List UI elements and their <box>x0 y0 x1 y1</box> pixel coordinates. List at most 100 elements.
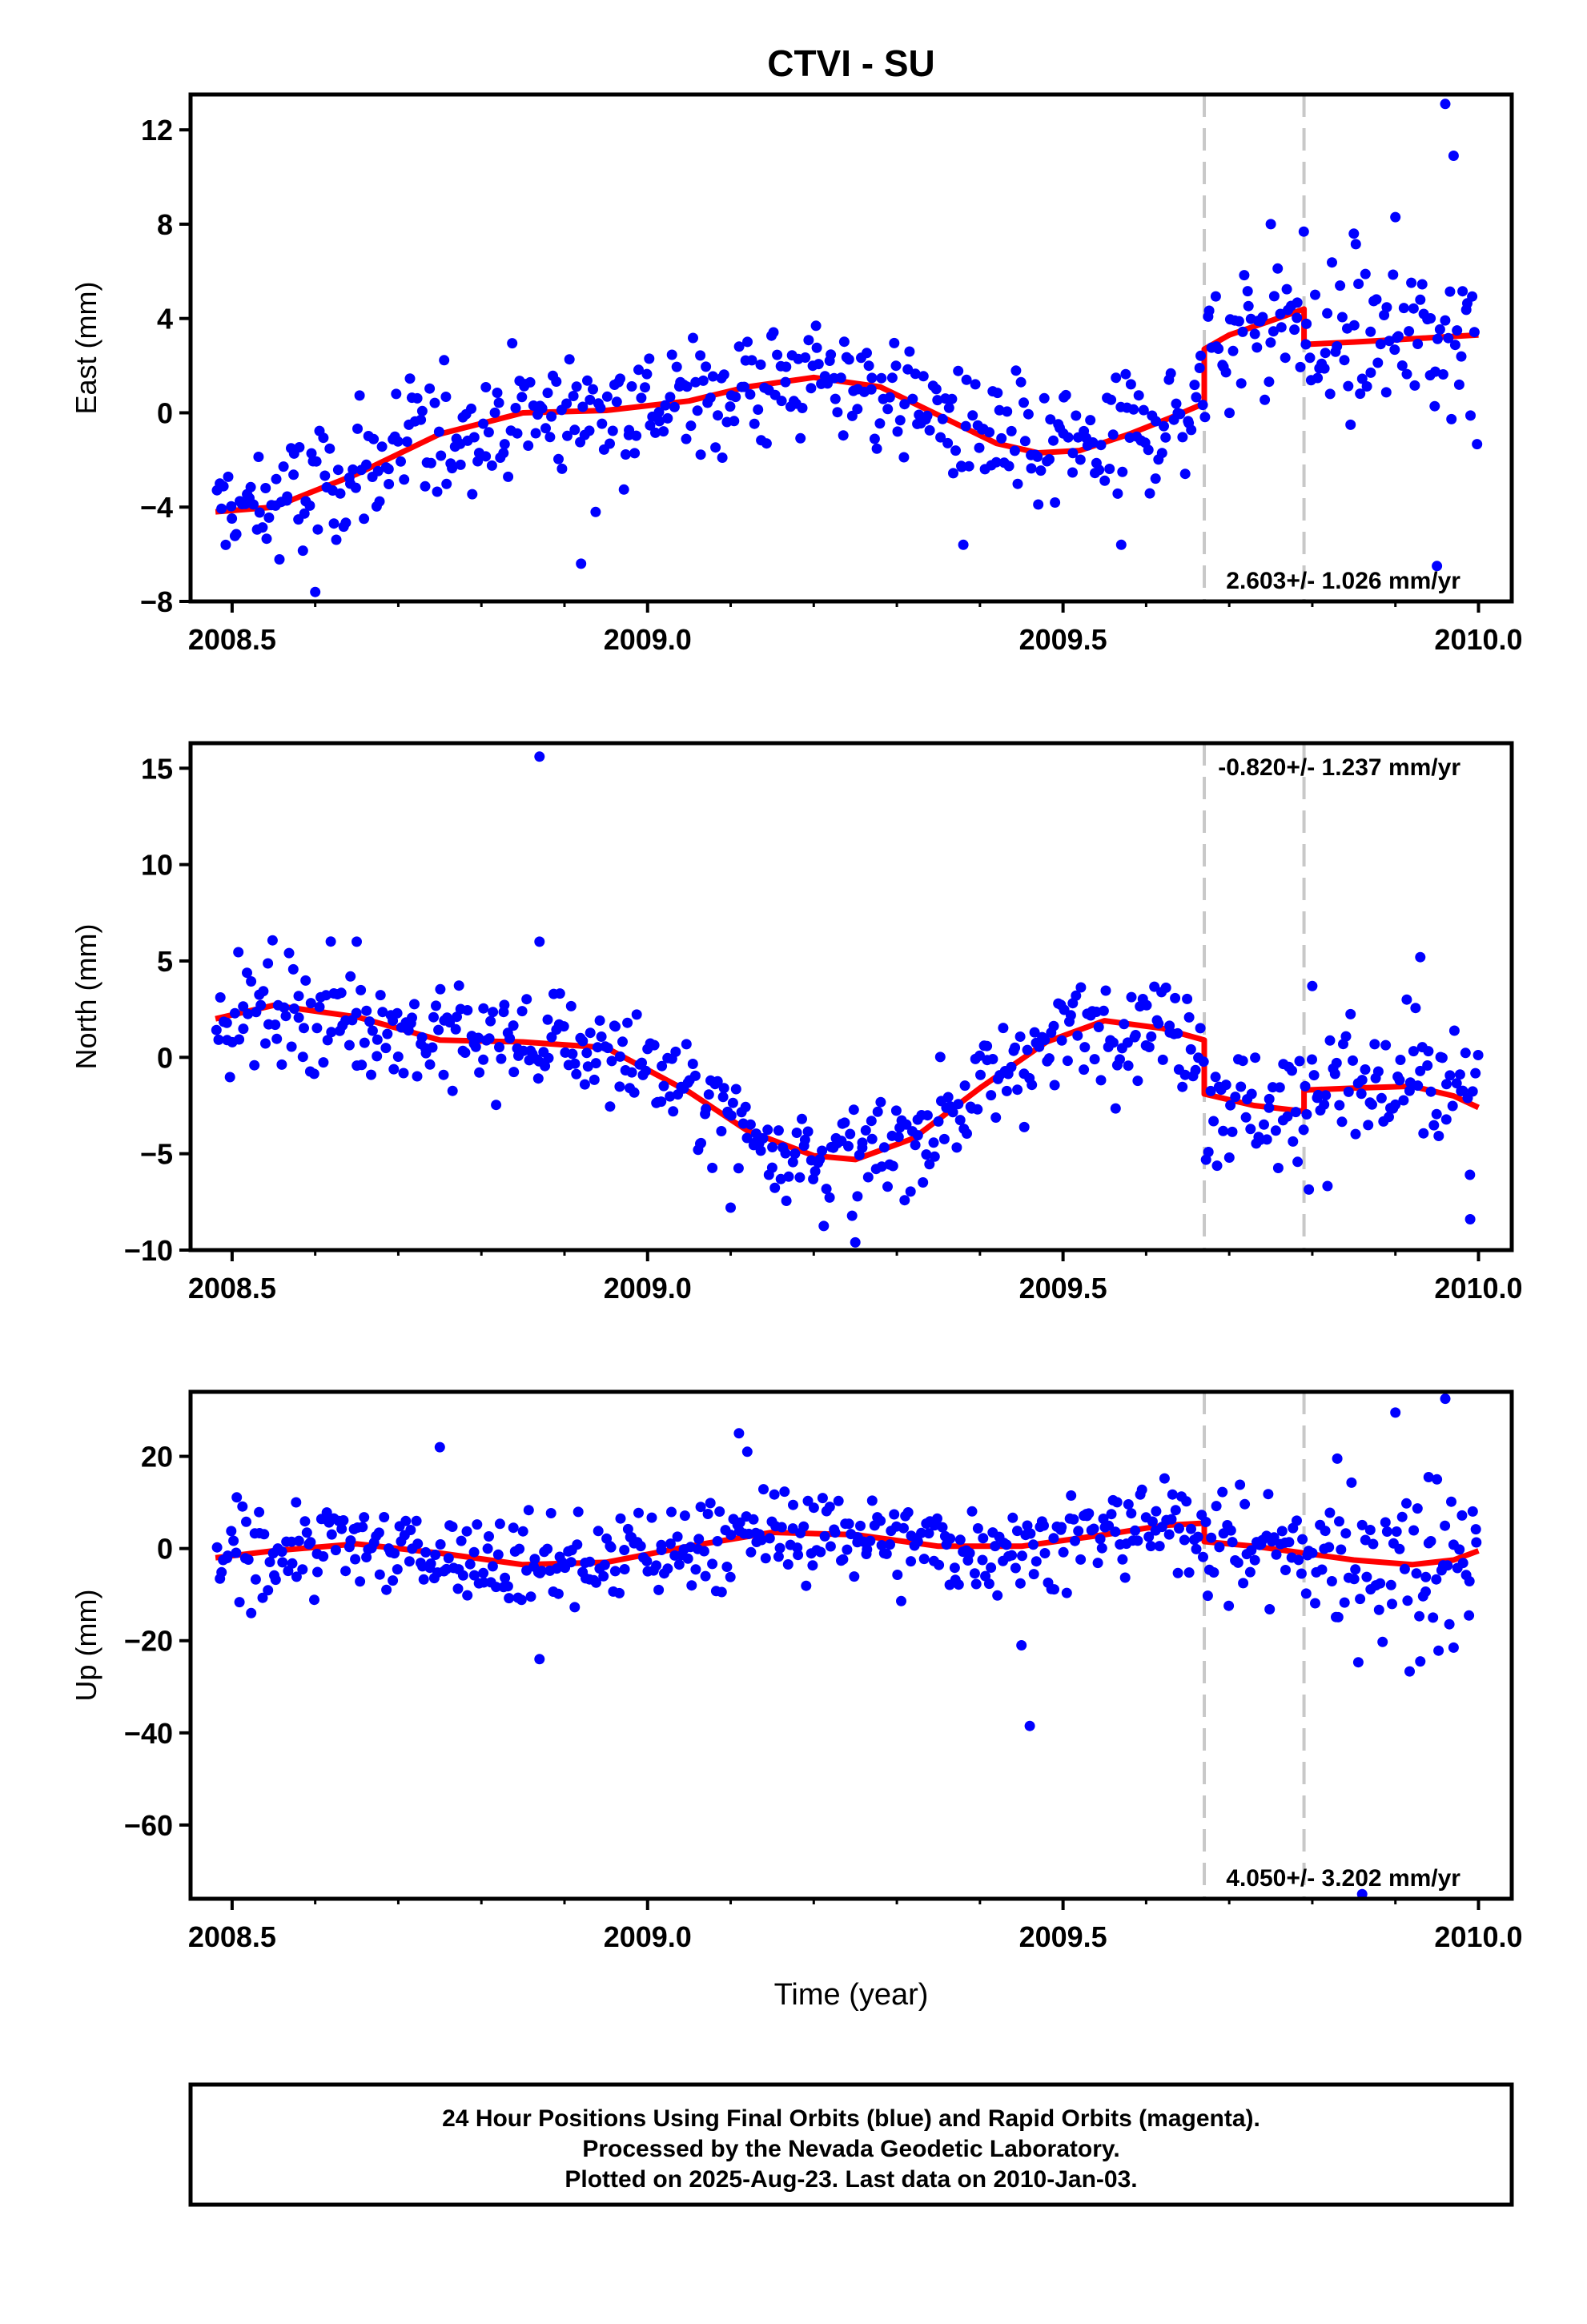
up-data-point-7 <box>228 1535 239 1546</box>
north-data-point-29 <box>279 1002 290 1013</box>
north-data-point-46 <box>318 1057 329 1068</box>
up-data-point-313 <box>934 1559 945 1570</box>
east-data-point-392 <box>1117 466 1128 477</box>
north-data-point-159 <box>579 1079 590 1090</box>
east-panel: −8 −4 0 4 8 12 2008.5 2009.0 2009.5 2010.0 East (… <box>70 92 1523 656</box>
north-data-point-132 <box>516 1006 528 1017</box>
up-data-point-52 <box>330 1545 341 1556</box>
north-data-point-534 <box>1444 1070 1456 1081</box>
east-data-point-287 <box>874 418 886 429</box>
up-data-point-556 <box>1332 1453 1343 1464</box>
up-data-point-148 <box>552 1588 564 1599</box>
east-data-point-505 <box>1379 310 1390 320</box>
north-data-point-295 <box>893 1132 904 1143</box>
up-data-point-327 <box>966 1506 978 1517</box>
up-data-point-485 <box>1332 1611 1344 1622</box>
east-axes: −8 −4 0 4 8 12 2008.5 2009.0 2009.5 2010.0 <box>140 114 1523 656</box>
north-data-point-374 <box>1075 982 1087 993</box>
north-data-point-102 <box>447 1085 458 1096</box>
up-data-point-497 <box>1360 1534 1371 1546</box>
east-data-point-3 <box>218 480 229 492</box>
east-data-point-379 <box>1087 437 1099 448</box>
east-data-point-415 <box>1171 398 1182 409</box>
north-data-point-176 <box>617 1036 628 1047</box>
east-data-point-52 <box>331 534 342 545</box>
north-data-point-36 <box>293 1012 304 1023</box>
east-data-point-171 <box>607 425 618 436</box>
east-data-point-466 <box>1289 324 1300 336</box>
east-data-point-461 <box>1276 322 1287 333</box>
north-data-point-325 <box>962 1128 972 1139</box>
up-data-point-440 <box>1227 1537 1238 1548</box>
up-data-point-550 <box>733 1428 745 1439</box>
east-data-point-151 <box>561 398 573 409</box>
east-data-point-187 <box>644 353 655 364</box>
north-data-point-370 <box>1065 1010 1076 1021</box>
up-data-point-232 <box>748 1514 759 1525</box>
east-data-point-120 <box>489 407 500 418</box>
east-data-point-224 <box>729 416 740 427</box>
north-data-point-383 <box>1095 1075 1107 1086</box>
footer-line-1: 24 Hour Positions Using Final Orbits (bl… <box>442 2105 1260 2132</box>
up-data-point-176 <box>619 1545 630 1555</box>
north-data-point-453 <box>1259 1119 1269 1130</box>
up-data-point-458 <box>1268 1532 1280 1543</box>
north-data-point-276 <box>848 1104 859 1116</box>
up-data-point-533 <box>1442 1560 1453 1571</box>
north-data-point-373 <box>1072 1030 1083 1041</box>
east-data-point-512 <box>1392 331 1404 342</box>
north-data-point-512 <box>1394 1075 1405 1086</box>
north-data-point-552 <box>352 936 362 947</box>
north-data-point-484 <box>1329 1068 1340 1080</box>
north-plot-frame <box>188 741 1514 1252</box>
up-data-point-188 <box>646 1512 657 1523</box>
east-data-point-554 <box>1348 228 1360 239</box>
east-data-point-299 <box>902 364 914 375</box>
up-data-point-495 <box>1355 1594 1366 1605</box>
east-data-point-68 <box>368 433 380 444</box>
up-data-point-55 <box>338 1515 349 1526</box>
east-data-point-472 <box>1301 318 1312 329</box>
east-data-point-480 <box>1320 348 1331 359</box>
east-data-point-192 <box>654 416 665 427</box>
north-data-point-454 <box>1261 1134 1272 1145</box>
up-data-point-218 <box>714 1506 725 1517</box>
east-data-point-455 <box>1264 376 1275 388</box>
east-data-point-356 <box>1033 499 1044 510</box>
up-data-point-461 <box>1276 1526 1288 1537</box>
up-data-point-367 <box>1058 1546 1069 1558</box>
up-data-point-515 <box>1401 1498 1412 1509</box>
east-data-point-15 <box>245 481 256 493</box>
north-ytick-label-5: 15 <box>141 752 173 785</box>
east-data-point-473 <box>1304 352 1316 364</box>
up-data-point-469 <box>1296 1568 1307 1579</box>
north-data-point-31 <box>283 947 295 959</box>
north-data-point-103 <box>450 1023 461 1035</box>
up-data-point-256 <box>802 1495 814 1506</box>
east-data-point-347 <box>1012 478 1023 489</box>
north-data-point-507 <box>1384 1112 1394 1123</box>
north-data-point-34 <box>289 1003 299 1014</box>
up-data-point-334 <box>983 1578 994 1590</box>
east-data-point-177 <box>620 449 631 460</box>
up-data-point-111 <box>468 1546 480 1558</box>
north-data-point-281 <box>860 1125 871 1136</box>
up-data-point-173 <box>609 1566 621 1577</box>
up-data-point-518 <box>1408 1525 1420 1536</box>
up-data-point-499 <box>1364 1525 1376 1535</box>
east-data-point-349 <box>1018 397 1029 408</box>
up-data-point-86 <box>411 1515 422 1526</box>
east-data-point-334 <box>984 427 995 438</box>
north-data-point-515 <box>1401 994 1412 1005</box>
north-data-point-77 <box>388 1063 400 1075</box>
east-data-point-434 <box>1213 344 1224 354</box>
up-data-point-245 <box>776 1522 787 1533</box>
up-data-point-6 <box>226 1526 237 1537</box>
x-axis-label: Time (year) <box>774 1978 929 2012</box>
north-data-point-337 <box>990 1112 1002 1123</box>
up-data-point-65 <box>361 1552 372 1562</box>
up-data-point-448 <box>1246 1545 1257 1556</box>
east-data-point-255 <box>800 352 811 363</box>
up-data-point-414 <box>1167 1489 1178 1500</box>
north-xtick-label-2: 2009.5 <box>1019 1272 1107 1305</box>
